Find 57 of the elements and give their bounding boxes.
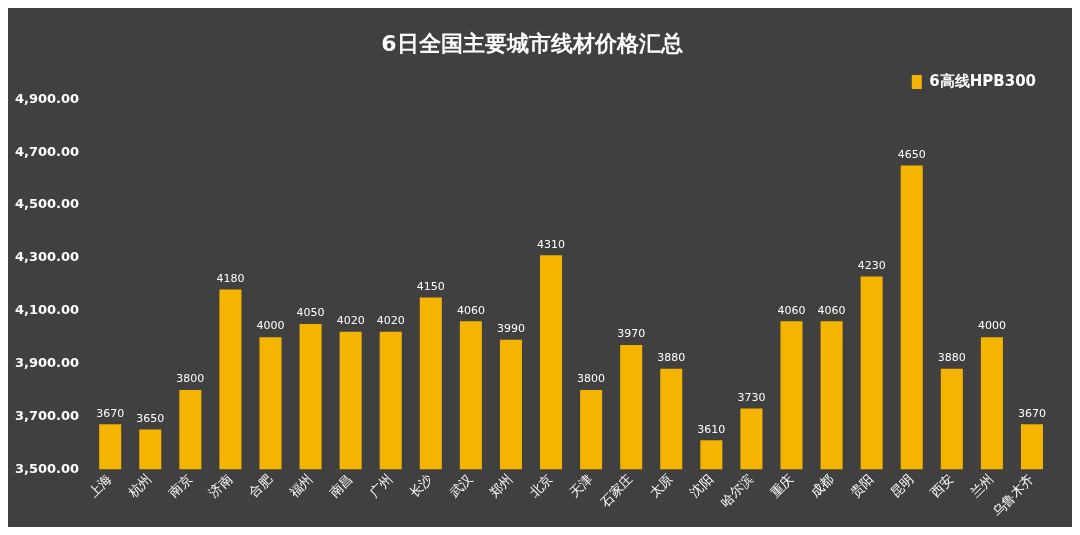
y-tick-label: 4,700.00 xyxy=(14,143,80,159)
x-tick-label: 南京 xyxy=(165,471,195,501)
x-tick-label: 成都 xyxy=(807,471,837,501)
data-label: 3970 xyxy=(617,327,646,341)
x-tick-label: 杭州 xyxy=(125,471,155,502)
y-tick-label: 3,900.00 xyxy=(14,354,80,370)
data-label: 4000 xyxy=(977,319,1006,333)
data-label: 4060 xyxy=(456,303,485,317)
x-tick-label: 太原 xyxy=(646,471,676,501)
data-label: 4050 xyxy=(296,306,325,320)
data-label: 3800 xyxy=(577,372,606,386)
data-label: 4060 xyxy=(777,303,806,317)
data-label: 4150 xyxy=(416,279,445,293)
x-tick-label: 合肥 xyxy=(246,471,275,501)
x-tick-label: 哈尔滨 xyxy=(717,471,756,510)
x-tick-label: 长沙 xyxy=(406,471,436,501)
y-tick-label: 4,900.00 xyxy=(14,90,80,106)
x-tick-label: 广州 xyxy=(366,471,396,501)
data-label: 4650 xyxy=(897,147,926,161)
x-tick-label: 兰州 xyxy=(967,471,997,501)
x-tick-label: 沈阳 xyxy=(686,471,716,501)
x-tick-label: 贵阳 xyxy=(847,471,877,501)
data-label: 3730 xyxy=(737,390,766,404)
y-tick-label: 4,100.00 xyxy=(14,302,80,318)
x-tick-label: 北京 xyxy=(526,471,556,501)
data-label: 3650 xyxy=(136,411,165,425)
data-label: 4310 xyxy=(537,237,566,251)
x-tick-label: 福州 xyxy=(286,471,316,501)
data-label: 4060 xyxy=(817,303,846,317)
data-label: 3610 xyxy=(697,422,726,436)
data-label: 3880 xyxy=(937,351,966,365)
data-label: 4180 xyxy=(216,271,245,285)
x-tick-label: 郑州 xyxy=(486,471,516,501)
chart-title: 6日全国主要城市线材价格汇总 xyxy=(381,30,683,56)
data-label: 4020 xyxy=(336,314,365,328)
y-tick-label: 4,500.00 xyxy=(14,196,80,212)
x-tick-label: 石家庄 xyxy=(597,471,636,510)
x-tick-label: 昆明 xyxy=(887,471,917,501)
x-tick-label: 重庆 xyxy=(767,471,797,501)
x-tick-label: 济南 xyxy=(205,471,235,501)
data-label: 4000 xyxy=(256,319,285,333)
legend-label: 6高线HPB300 xyxy=(929,71,1037,90)
data-label: 3670 xyxy=(1017,406,1046,420)
y-tick-label: 3,700.00 xyxy=(14,407,80,423)
y-tick-label: 4,300.00 xyxy=(14,249,80,265)
data-label: 3990 xyxy=(496,322,525,336)
x-tick-label: 南昌 xyxy=(326,471,356,501)
x-tick-label: 西安 xyxy=(927,471,957,501)
x-tick-label: 天津 xyxy=(566,471,596,501)
y-tick-label: 3,500.00 xyxy=(14,460,80,476)
data-label: 3670 xyxy=(96,406,125,420)
data-label: 3800 xyxy=(176,372,205,386)
data-label: 4230 xyxy=(857,258,886,272)
data-label: 3880 xyxy=(657,351,686,365)
x-tick-label: 武汉 xyxy=(446,471,476,501)
data-label: 4020 xyxy=(376,314,405,328)
x-tick-label: 上海 xyxy=(85,471,115,501)
